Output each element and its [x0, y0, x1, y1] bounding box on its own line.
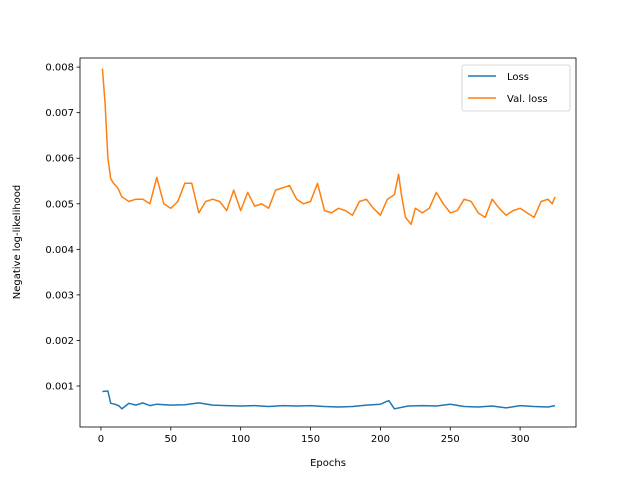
- plot-layer: [101, 68, 556, 410]
- x-tick-label: 150: [301, 434, 320, 445]
- y-tick-label: 0.006: [45, 154, 74, 165]
- x-tick-label: 0: [98, 434, 104, 445]
- y-tick-label: 0.001: [45, 382, 74, 393]
- x-tick-label: 300: [511, 434, 530, 445]
- y-tick-label: 0.002: [45, 336, 74, 347]
- x-tick-label: 200: [371, 434, 390, 445]
- y-tick-label: 0.005: [45, 199, 74, 210]
- y-tick-label: 0.004: [45, 245, 74, 256]
- ticks-layer: 0 50 100 150 200 250 300 0.001 0.002 0.003 0.004 0.…: [45, 63, 529, 445]
- legend-label-val-loss: Val. loss: [507, 94, 548, 105]
- legend: Loss Val. loss: [461, 64, 571, 112]
- x-tick-label: 100: [231, 434, 250, 445]
- y-axis-label: Negative log-likelihood: [12, 185, 23, 300]
- x-axis-label: Epochs: [310, 458, 346, 469]
- x-tick-label: 50: [164, 434, 177, 445]
- series-line-loss: [102, 390, 556, 410]
- y-tick-label: 0.008: [45, 63, 74, 74]
- plot-frame: [79, 57, 577, 428]
- x-tick-label: 250: [441, 434, 460, 445]
- y-tick-label: 0.007: [45, 108, 74, 119]
- series-line-val-loss: [101, 68, 556, 226]
- legend-label-loss: Loss: [507, 72, 529, 83]
- y-tick-label: 0.003: [45, 290, 74, 301]
